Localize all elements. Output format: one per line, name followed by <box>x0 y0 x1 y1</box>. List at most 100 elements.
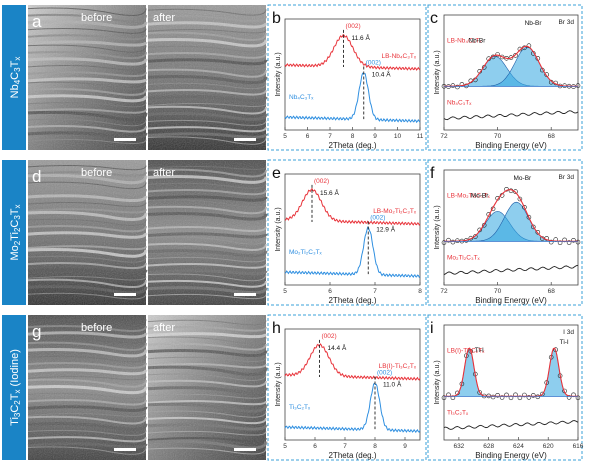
xps-top-label: LB(I)-Ti₃C₂Tₓ <box>447 348 485 355</box>
material-label: Mo2Ti2C3Tx <box>9 204 22 260</box>
xps-data-point <box>548 239 554 245</box>
xrd-ylabel: Intensity (a.u.) <box>275 362 282 406</box>
xps-data-point <box>526 214 532 220</box>
material-part: 3 <box>13 215 22 220</box>
xps-data-point <box>455 84 460 90</box>
row-3: Ti3C2Tx (Iodine) before after g h Intensity (… <box>2 314 584 461</box>
xps-data-point <box>517 46 523 52</box>
xps-panel-border <box>427 314 583 461</box>
xps-envelope <box>444 45 578 87</box>
xps-data-point <box>450 239 456 245</box>
xrd-chart: e Intensity (a.u.) 2Theta (deg.) 5 6 7 8 (002) 1… <box>267 159 427 306</box>
xrd-d-spacing: 12.9 Å <box>376 225 395 234</box>
sem-after-image: after <box>147 5 268 150</box>
xps-data-point <box>508 55 514 60</box>
xps-chart: c Intensity (a.u.) Binding Energy (eV) Br 3… <box>427 4 583 151</box>
panel-letter: b <box>272 10 281 27</box>
xrd-tick-label: 7 <box>373 288 377 295</box>
xps-data-point <box>535 230 541 235</box>
xrd-peak-index: (002) <box>377 370 392 377</box>
material-part: C <box>9 405 21 413</box>
panel-letter: a <box>32 12 42 31</box>
sem-after-label: after <box>153 167 175 179</box>
xps-data-point <box>566 395 572 400</box>
xps-data-point <box>517 196 523 202</box>
xps-data-point <box>513 53 518 58</box>
xps-xlabel: Binding Energy (eV) <box>475 296 547 305</box>
xps-data-point <box>490 394 496 400</box>
xrd-series-bottom <box>284 72 421 124</box>
xps-data-point <box>504 392 509 398</box>
sem-grain <box>28 315 146 460</box>
xps-data-point <box>495 392 500 398</box>
scale-bar <box>114 293 136 296</box>
scale-bar <box>234 138 256 141</box>
xps-core-level: I 3d <box>563 329 574 336</box>
xps-tick-label: 68 <box>548 288 556 295</box>
xps-tick-label: 72 <box>440 133 448 140</box>
xrd-d-spacing: 11.6 Å <box>352 33 371 42</box>
material-part: (Iodine) <box>9 349 21 389</box>
xps-reference <box>443 264 579 276</box>
xps-tick-label: 70 <box>494 133 502 140</box>
xps-data-point <box>522 392 527 398</box>
xps-bottom-label: Ti₃C₂Tₓ <box>447 410 469 417</box>
xps-ylabel: Intensity (a.u.) <box>434 50 441 94</box>
xps-data-point <box>472 234 478 239</box>
xps-tick-label: 616 <box>573 443 584 450</box>
scale-bar <box>114 448 136 451</box>
scale-bar <box>234 293 256 296</box>
xrd-chart: h Intensity (a.u.) 2Theta (deg.) 5 6 7 8 9 (002)… <box>267 314 427 461</box>
xps-panel-border <box>427 4 583 151</box>
xrd-plot-area <box>284 18 421 131</box>
xps-data-point <box>513 189 518 194</box>
xps-core-level: Br 3d <box>558 19 574 26</box>
xrd-series-label: LB(I)-Ti₃C₂Tₓ <box>379 363 417 370</box>
xrd-ylabel: Intensity (a.u.) <box>275 52 282 96</box>
xrd-series-bottom <box>284 226 421 279</box>
xps-xlabel: Binding Energy (eV) <box>475 451 547 460</box>
sem-grain <box>148 315 266 460</box>
sem-before-label: before <box>81 12 112 24</box>
xps-data-point <box>477 390 483 395</box>
xps-peak-label: Nb-Br <box>468 37 486 44</box>
xps-data-point <box>522 205 527 210</box>
xrd-xlabel: 2Theta (deg.) <box>328 451 376 460</box>
xps-data-point <box>450 83 456 88</box>
xrd-series-label: LB-Mo₂Ti₂C₃Tₓ <box>373 208 417 215</box>
material-band <box>2 160 26 305</box>
xps-chart: f Intensity (a.u.) Binding Energy (eV) Br 3… <box>427 159 583 306</box>
material-part: C <box>9 72 21 80</box>
xrd-peak-index: (002) <box>366 60 381 67</box>
material-label: Ti3C2Tx (Iodine) <box>9 349 22 426</box>
xrd-peak-index: (002) <box>370 215 385 222</box>
xps-data-point <box>566 240 572 245</box>
xps-peak-label: Ti-I <box>560 339 569 346</box>
material-part: 2 <box>13 400 22 405</box>
xps-data-point <box>530 224 536 230</box>
sem-after-image: after <box>147 160 268 305</box>
xrd-tick-label: 5 <box>283 443 287 450</box>
xrd-tick-label: 5 <box>283 288 287 295</box>
material-part: 4 <box>13 79 22 84</box>
xrd-series-label: Nb₄C₃Tₓ <box>289 94 314 101</box>
sem-before-image: before <box>27 160 148 305</box>
panel-letter: e <box>272 165 281 182</box>
xrd-tick-label: 8 <box>373 443 377 450</box>
material-band <box>2 315 26 460</box>
xps-bottom-label: Nb₄C₃Tₓ <box>447 100 472 107</box>
xps-data-point <box>499 395 505 400</box>
xps-tick-label: 632 <box>453 443 464 450</box>
xrd-plot-area <box>284 328 421 441</box>
xps-top-label: LB-Nb₄C₃Tₓ <box>447 38 482 45</box>
xrd-chart: b Intensity (a.u.) 2Theta (deg.) 5 6 7 8 9 10 11 (… <box>267 4 427 151</box>
material-part: x <box>13 57 22 61</box>
material-label: Nb4C3Tx <box>9 57 22 99</box>
material-part: Nb <box>9 84 21 98</box>
xrd-panel-border <box>267 159 427 306</box>
material-part: Mo <box>9 245 21 260</box>
sem-grain <box>148 5 266 150</box>
xps-tick-label: 70 <box>494 288 502 295</box>
xps-peak-label: Ti-I <box>475 347 484 354</box>
xrd-panel-border <box>267 314 427 461</box>
